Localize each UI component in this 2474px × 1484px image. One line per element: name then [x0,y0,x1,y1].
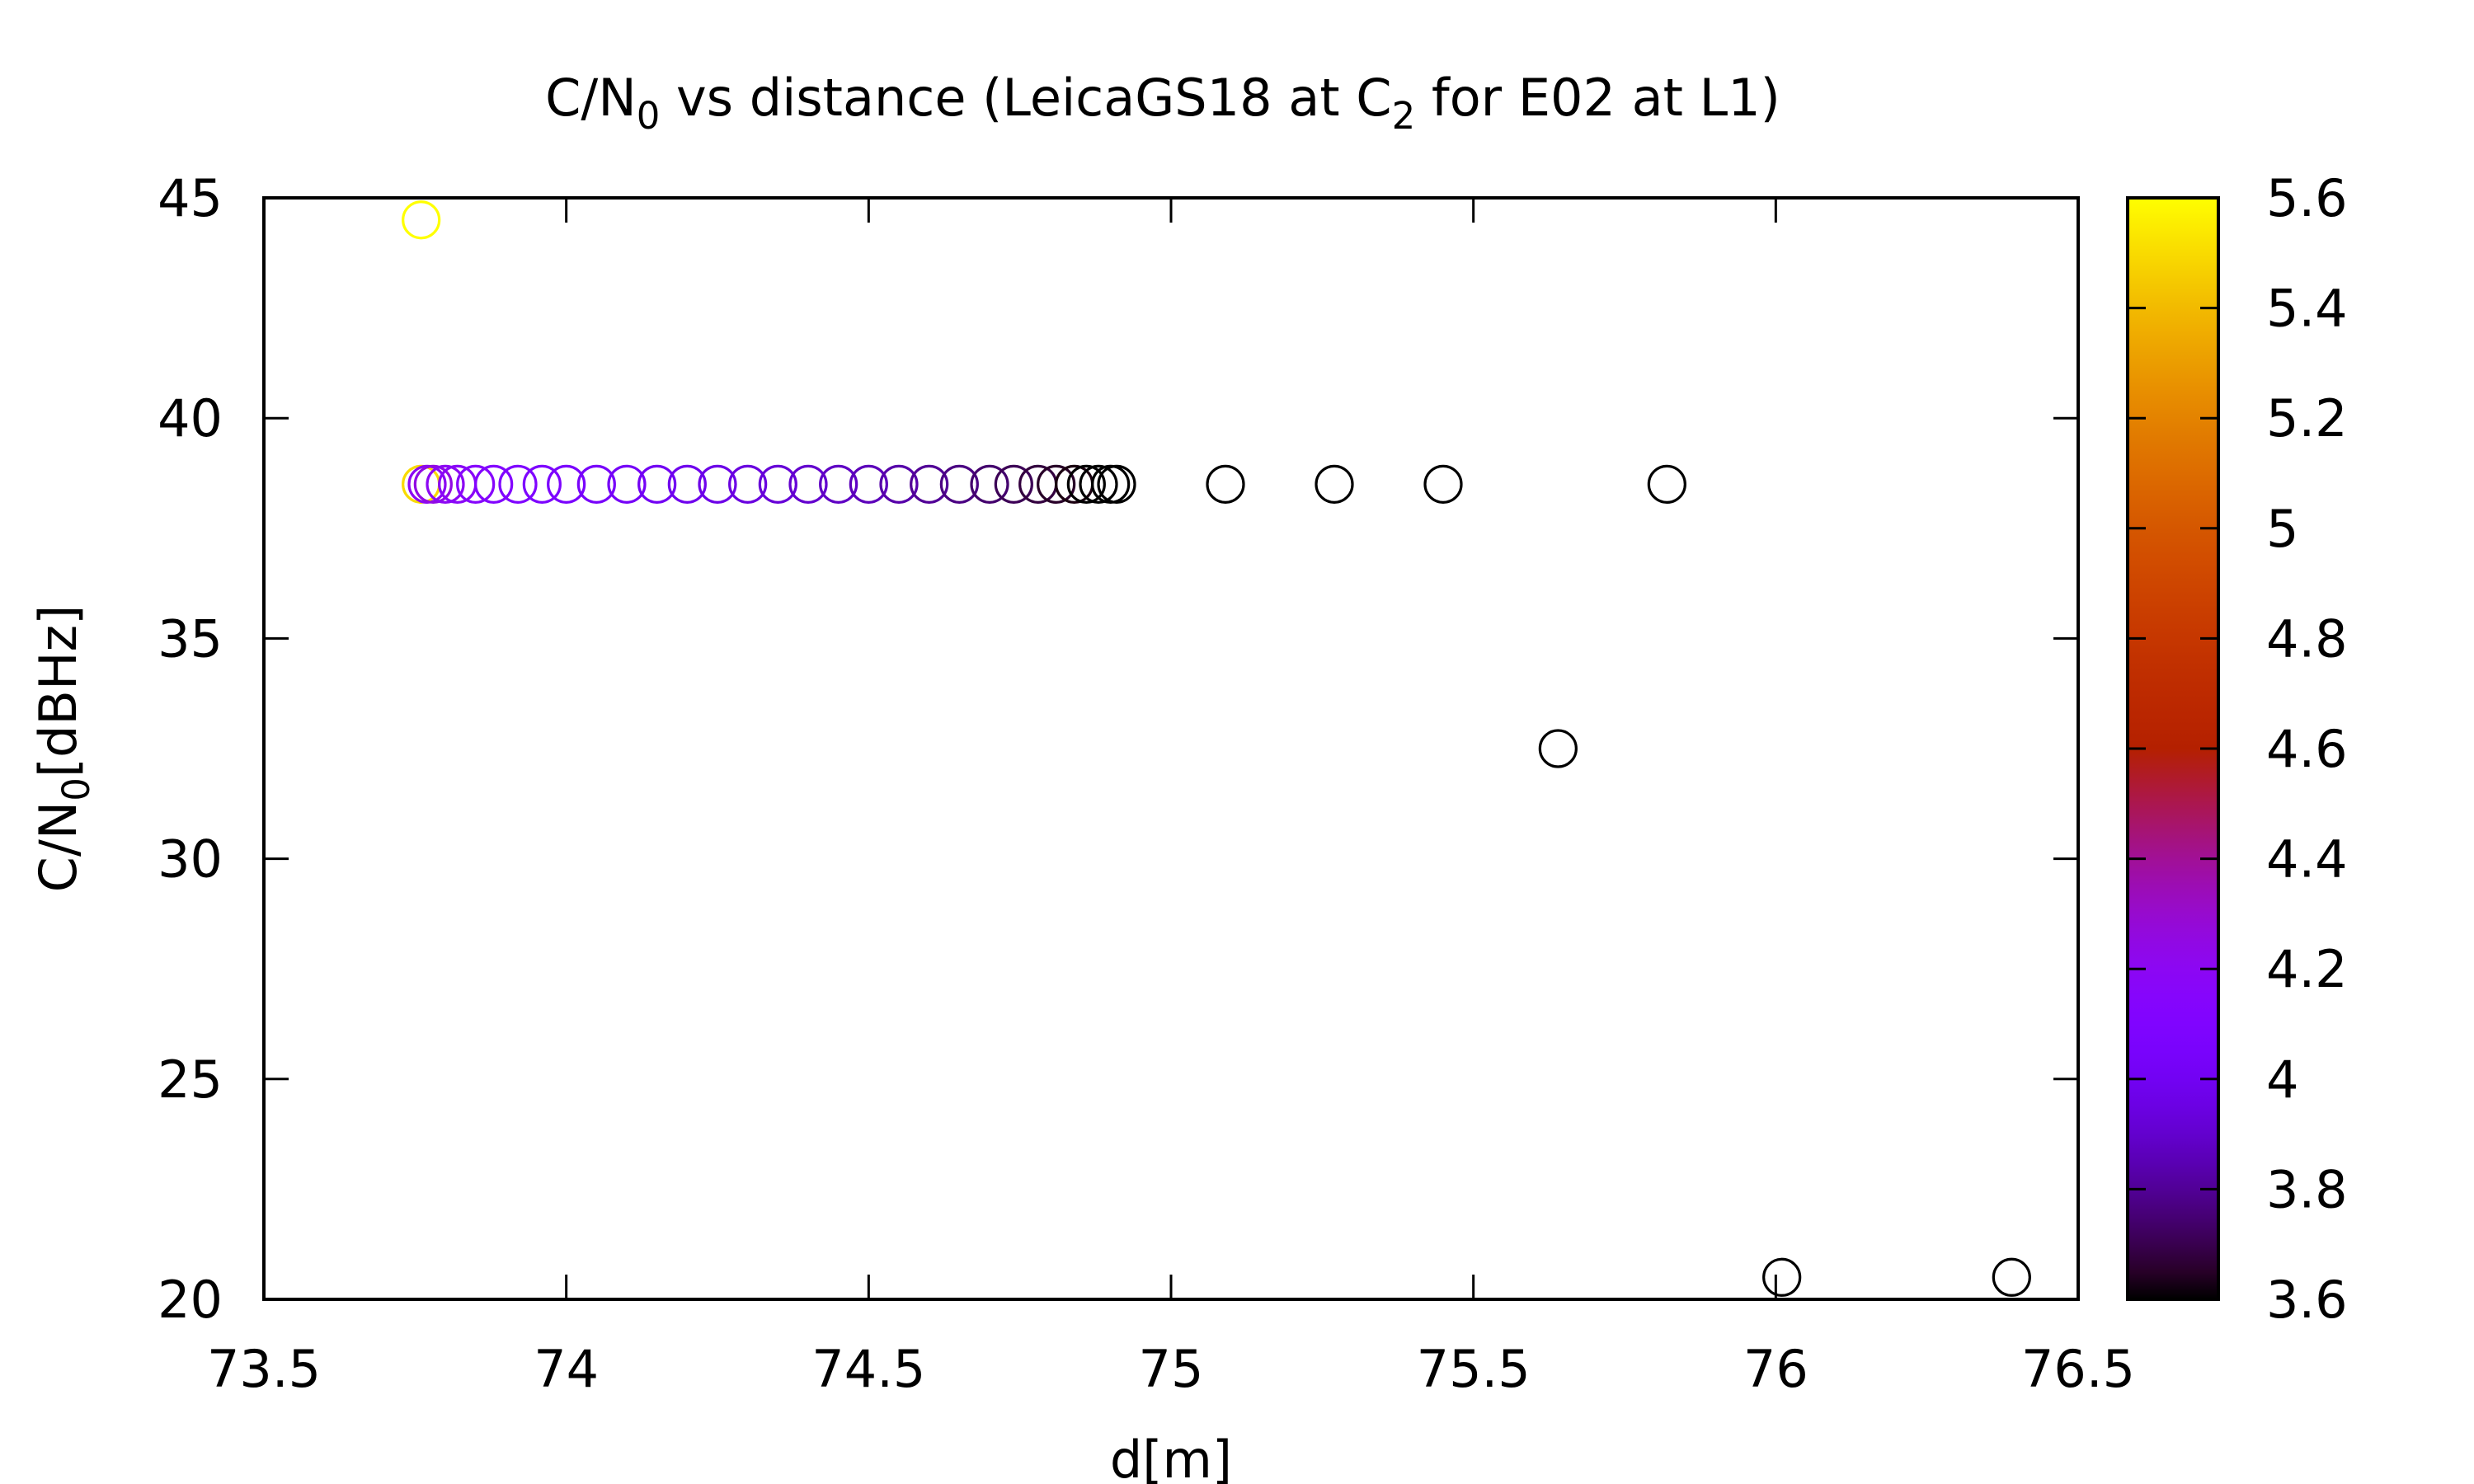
colorbar-tick-label: 3.8 [2266,1159,2348,1219]
colorbar: 3.6 3.8 4 4.2 4.4 4.6 4.8 5 5.2 5.4 5.6 [2126,168,2348,1330]
data-point [547,464,586,504]
data-point [788,464,828,504]
x-tick-label: 73.5 [207,1339,321,1399]
x-tick-label: 75.5 [1417,1339,1531,1399]
y-tick-label: 25 [158,1050,223,1110]
x-tick-label: 74 [534,1339,599,1399]
data-point [413,464,453,504]
x-tick-label: 74.5 [811,1339,925,1399]
data-point [498,464,538,504]
data-point [1538,729,1578,768]
data-point [456,464,496,504]
data-point [728,464,768,504]
y-tick-label: 45 [158,168,223,228]
data-point [879,464,919,504]
data-point [1762,1257,1802,1297]
colorbar-tick-label: 5.4 [2266,279,2348,339]
data-point [758,464,797,504]
y-tick-label: 40 [158,388,223,448]
data-point [1423,464,1463,504]
colorbar-tick-label: 5.2 [2266,388,2348,448]
data-point [607,464,647,504]
data-point [637,464,677,504]
data-point [402,200,441,240]
data-point [819,464,858,504]
data-point [939,464,979,504]
data-point [910,464,949,504]
data-point [667,464,707,504]
x-tick-label: 76.5 [2021,1339,2135,1399]
x-axis: 73.5 74 74.5 75 75.5 76 76.5 [207,198,2135,1399]
data-point [1647,464,1686,504]
data-point [1992,1257,2031,1297]
data-point [698,464,737,504]
x-axis-label: d[m] [1110,1430,1232,1484]
data-point [426,464,465,504]
colorbar-tick-label: 4.2 [2266,939,2348,999]
data-point [1037,464,1076,504]
data-point [522,464,562,504]
colorbar-tick-label: 4.4 [2266,829,2348,890]
chart-title: C/N0 vs distance (LeicaGS18 at C2 for E0… [545,68,1780,138]
x-tick-label: 76 [1743,1339,1808,1399]
data-point [576,464,616,504]
colorbar-tick-label: 3.6 [2266,1270,2348,1330]
y-tick-label: 35 [158,608,223,669]
data-point [994,464,1033,504]
y-tick-label: 30 [158,829,223,890]
y-tick-label: 20 [158,1270,223,1330]
data-point [474,464,514,504]
colorbar-tick-label: 4.8 [2266,608,2348,669]
x-tick-label: 75 [1139,1339,1204,1399]
colorbar-tick-label: 5.6 [2266,168,2348,228]
data-point [1079,464,1118,504]
data-point [849,464,888,504]
data-point [1315,464,1354,504]
plot-area [402,200,2031,1297]
data-point [970,464,1009,504]
y-axis-label: C/N0[dBHz] [28,605,98,893]
y-axis: 20 25 30 35 40 45 [158,168,2078,1330]
data-point [1097,464,1136,504]
plot-frame [262,196,2080,1301]
colorbar-tick-label: 5 [2266,499,2298,559]
colorbar-tick-label: 4.6 [2266,719,2348,779]
data-point [1206,464,1245,504]
data-point [1066,464,1106,504]
colorbar-tick-label: 4 [2266,1050,2298,1110]
